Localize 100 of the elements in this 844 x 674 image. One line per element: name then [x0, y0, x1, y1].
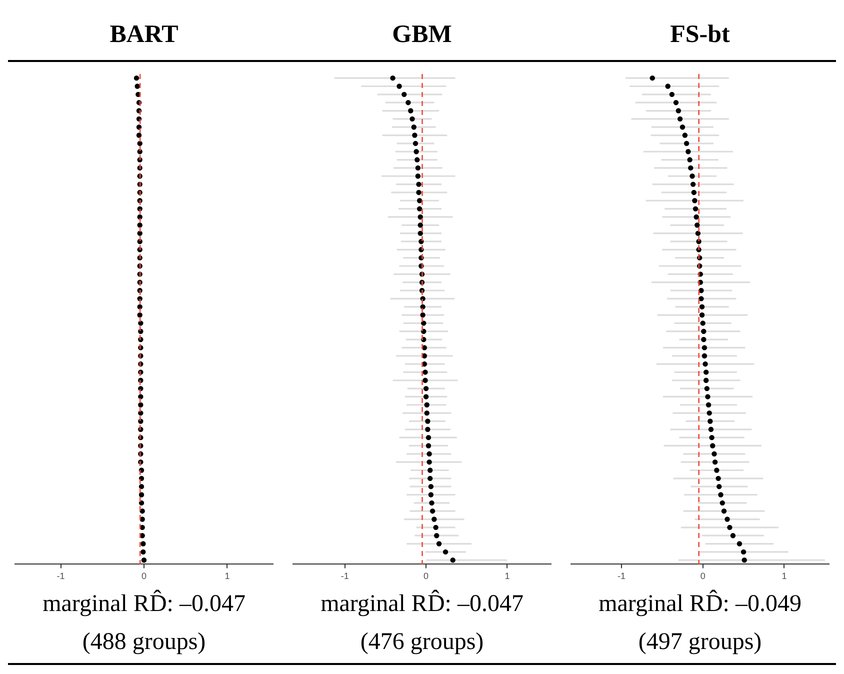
point — [688, 165, 694, 171]
point — [704, 370, 709, 375]
x-tick-label: 0 — [424, 571, 429, 582]
point — [141, 558, 147, 563]
point — [137, 230, 142, 236]
point — [140, 549, 146, 555]
point — [140, 508, 145, 514]
point — [716, 476, 721, 482]
point — [699, 312, 705, 318]
point — [433, 524, 438, 530]
point — [416, 182, 422, 187]
x-tick-label: 1 — [504, 571, 510, 582]
point — [701, 336, 706, 342]
point — [706, 410, 712, 416]
point — [712, 459, 718, 465]
point — [418, 222, 423, 228]
text: marginal RD̂: –0.047 — [320, 588, 524, 619]
point — [422, 378, 428, 383]
point — [402, 92, 407, 98]
point — [705, 394, 710, 400]
point — [136, 132, 142, 138]
point — [137, 214, 142, 220]
point — [702, 361, 708, 367]
point — [687, 157, 692, 162]
point — [686, 149, 691, 154]
point — [138, 394, 144, 400]
point — [430, 508, 436, 514]
x-tick-label: 0 — [700, 571, 706, 582]
point — [416, 190, 422, 196]
x-tick-label: -1 — [56, 571, 65, 582]
point — [680, 124, 686, 130]
point — [406, 100, 411, 106]
point — [702, 353, 708, 358]
point — [432, 516, 437, 522]
point — [742, 558, 747, 563]
point — [690, 182, 696, 187]
point — [426, 459, 432, 465]
point — [712, 451, 717, 457]
point — [682, 132, 688, 138]
point — [436, 541, 442, 546]
point — [423, 386, 429, 392]
point — [422, 370, 428, 375]
point — [716, 484, 722, 490]
point — [414, 157, 420, 162]
point — [414, 149, 419, 154]
point — [415, 165, 421, 171]
point — [428, 492, 434, 498]
point — [724, 516, 730, 522]
point — [412, 132, 418, 138]
point — [740, 549, 746, 555]
point — [138, 410, 144, 416]
point — [730, 533, 736, 538]
point — [425, 426, 430, 432]
x-tick-label: -1 — [340, 571, 349, 582]
point — [710, 443, 716, 448]
point — [416, 198, 422, 204]
x-tick-label: 1 — [782, 571, 787, 582]
point — [138, 476, 144, 482]
point — [429, 500, 434, 506]
text: marginal RD̂: –0.049 — [598, 588, 802, 619]
point — [390, 75, 396, 81]
x-tick-label: 1 — [224, 571, 230, 582]
point — [704, 378, 709, 383]
point — [706, 402, 712, 408]
point — [720, 500, 725, 506]
point — [134, 75, 140, 81]
point — [134, 84, 140, 89]
point — [699, 304, 705, 310]
point — [442, 549, 448, 555]
chart-title: GBM — [392, 20, 452, 50]
point — [424, 402, 430, 408]
point — [708, 418, 713, 424]
point — [415, 174, 421, 179]
point — [450, 558, 456, 563]
point — [140, 541, 146, 546]
point — [421, 320, 426, 326]
chart-title: FS-bt — [670, 20, 730, 50]
text: (476 groups) — [360, 628, 484, 657]
point — [721, 508, 727, 514]
point — [691, 190, 696, 196]
point — [673, 100, 679, 106]
text: (488 groups) — [82, 628, 206, 657]
point — [396, 84, 402, 89]
point — [137, 140, 142, 146]
point — [704, 386, 710, 392]
point — [690, 174, 695, 179]
point — [412, 140, 418, 146]
text: (497 groups) — [638, 628, 762, 657]
x-tick-label: -1 — [617, 571, 626, 582]
point — [665, 84, 670, 89]
point — [709, 434, 714, 440]
point — [727, 524, 732, 530]
point — [137, 312, 142, 318]
point — [669, 92, 675, 98]
point — [426, 451, 432, 457]
text: marginal RD̂: –0.047 — [42, 588, 246, 619]
chart-title: BART — [110, 20, 178, 50]
point — [650, 75, 655, 81]
point — [426, 434, 432, 440]
point — [138, 402, 144, 408]
